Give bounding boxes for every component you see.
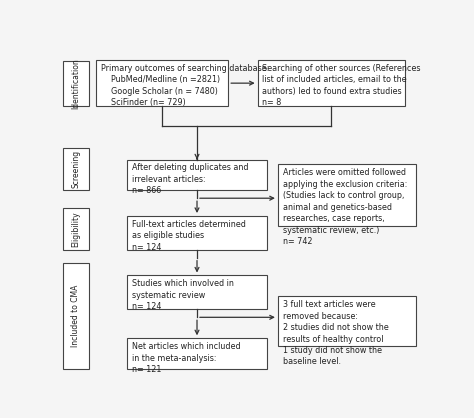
- Text: Eligibility: Eligibility: [71, 211, 80, 247]
- FancyBboxPatch shape: [278, 296, 416, 346]
- FancyBboxPatch shape: [127, 338, 267, 369]
- Text: Full-text articles determined
as eligible studies
n= 124: Full-text articles determined as eligibl…: [132, 220, 246, 252]
- Text: After deleting duplicates and
irrelevant articles:
n= 866: After deleting duplicates and irrelevant…: [132, 163, 248, 195]
- Text: Screening: Screening: [71, 150, 80, 189]
- FancyBboxPatch shape: [63, 61, 89, 107]
- Text: Articles were omitted followed
applying the exclusion criteria:
(Studies lack to: Articles were omitted followed applying …: [283, 168, 407, 246]
- Text: 3 full text articles were
removed because:
2 studies did not show the
results of: 3 full text articles were removed becaus…: [283, 300, 388, 367]
- Text: Identification: Identification: [71, 59, 80, 110]
- FancyBboxPatch shape: [63, 148, 89, 190]
- FancyBboxPatch shape: [258, 60, 405, 107]
- Text: Searching of other sources (References
list of included articles, email to the
a: Searching of other sources (References l…: [263, 64, 421, 107]
- FancyBboxPatch shape: [63, 208, 89, 250]
- FancyBboxPatch shape: [127, 275, 267, 309]
- Text: Net articles which included
in the meta-analysis:
n= 121: Net articles which included in the meta-…: [132, 342, 241, 374]
- FancyBboxPatch shape: [63, 263, 89, 369]
- Text: Primary outcomes of searching database:
    PubMed/Medline (n =2821)
    Google : Primary outcomes of searching database: …: [101, 64, 269, 107]
- Text: Included to CMA: Included to CMA: [71, 285, 80, 347]
- FancyBboxPatch shape: [127, 160, 267, 190]
- Text: Studies which involved in
systematic review
n= 124: Studies which involved in systematic rev…: [132, 279, 234, 311]
- FancyBboxPatch shape: [127, 216, 267, 250]
- FancyBboxPatch shape: [96, 60, 228, 107]
- FancyBboxPatch shape: [278, 164, 416, 226]
